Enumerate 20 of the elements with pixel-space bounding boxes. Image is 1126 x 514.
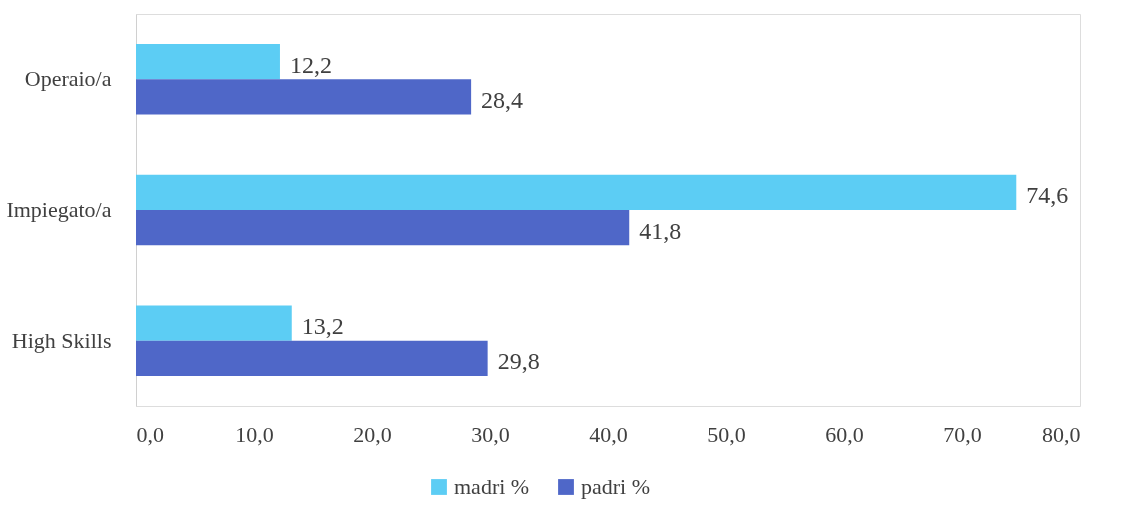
data-label: 29,8 (497, 348, 540, 375)
x-tick-label: 40,0 (589, 421, 628, 447)
x-tick-label: 70,0 (943, 421, 982, 447)
data-label: 74,6 (1026, 182, 1069, 209)
x-tick-label: 60,0 (825, 421, 864, 447)
x-tick-label: 10,0 (235, 421, 274, 447)
data-label: 28,4 (481, 86, 524, 113)
data-label: 13,2 (301, 313, 344, 340)
x-tick-label: 30,0 (471, 421, 510, 447)
legend-label: madri % (454, 474, 530, 499)
legend-label: padri % (581, 474, 651, 499)
x-tick-label: 20,0 (353, 421, 392, 447)
y-tick-label: Operaio/a (24, 66, 112, 92)
data-label: 41,8 (639, 217, 682, 244)
y-tick-label: High Skills (11, 327, 112, 353)
x-tick-label: 0,0 (136, 421, 164, 447)
x-tick-label: 80,0 (1042, 421, 1081, 447)
y-tick-label: Impiegato/a (6, 197, 112, 222)
data-label: 12,2 (289, 51, 332, 78)
x-tick-label: 50,0 (707, 421, 746, 447)
